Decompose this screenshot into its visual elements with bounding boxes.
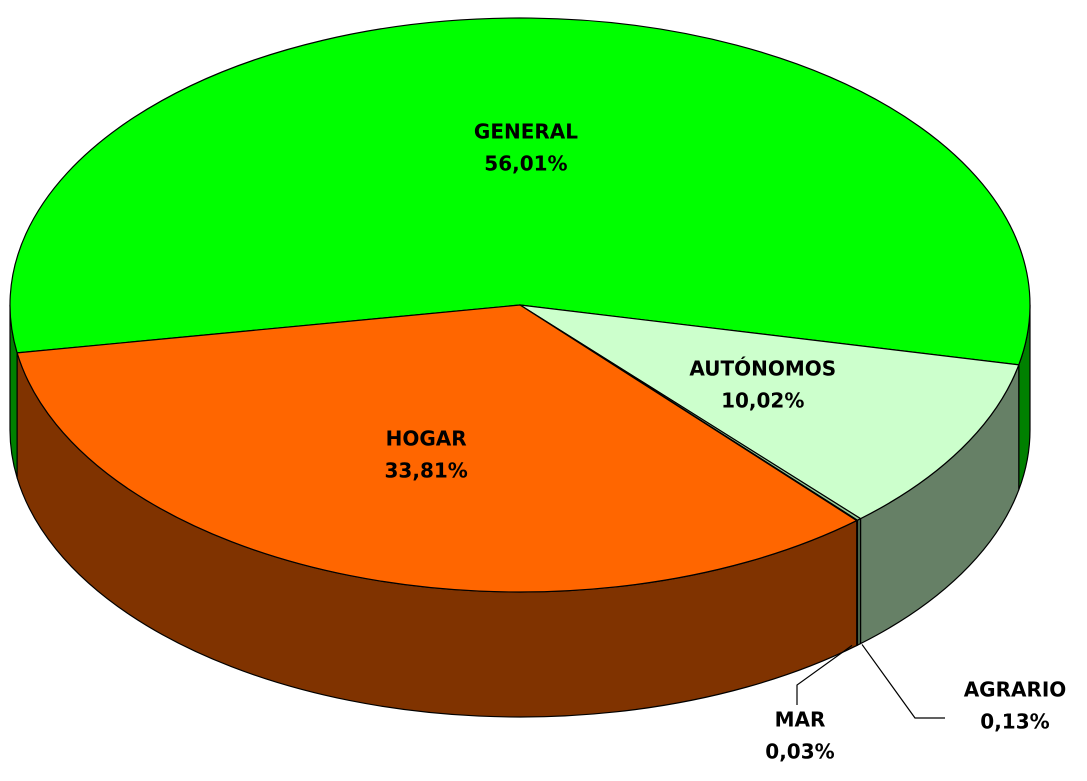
leader-line [796, 644, 853, 705]
leader-line [861, 644, 945, 719]
slice-label: AUTÓNOMOS [689, 357, 836, 381]
slice-value: 56,01% [484, 152, 567, 176]
slice-value: 0,03% [765, 740, 834, 764]
slice-label: GENERAL [474, 120, 578, 144]
slice-label: AGRARIO [964, 678, 1067, 702]
slice-label: HOGAR [386, 426, 467, 450]
slice-value: 33,81% [385, 458, 468, 482]
slice-value: 10,02% [721, 389, 804, 413]
slice-label: MAR [775, 708, 826, 732]
slice-value: 0,13% [980, 710, 1049, 734]
pie-slice [519, 304, 1020, 520]
pie-slice [16, 304, 858, 593]
pie-slice [9, 17, 1031, 366]
